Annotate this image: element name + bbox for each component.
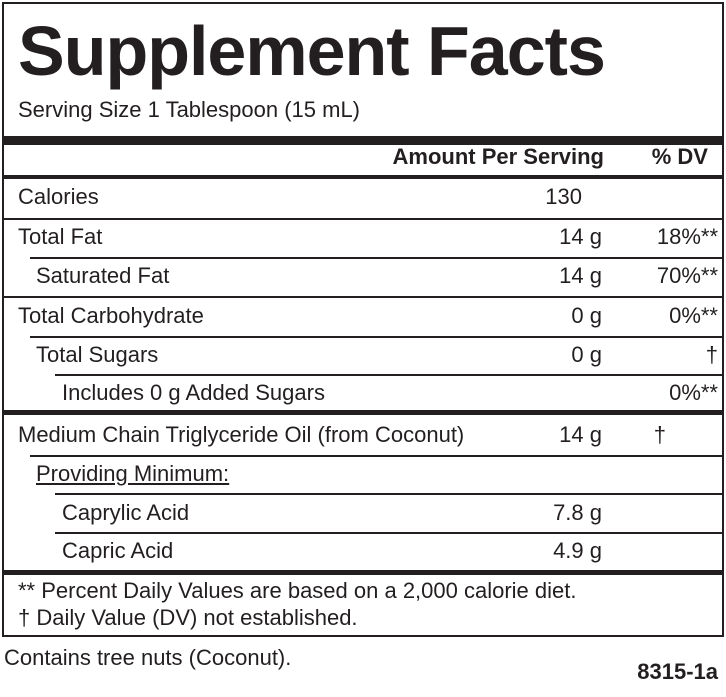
daily-value: 70%**: [656, 263, 718, 288]
nutrient-name: Calories: [18, 184, 99, 209]
label-border: [2, 2, 724, 637]
nutrient-name: Providing Minimum:: [36, 461, 230, 486]
daily-value: †: [653, 422, 666, 447]
footnote: ** Percent Daily Values are based on a 2…: [18, 578, 577, 603]
row-rule: [30, 257, 722, 259]
amount: 7.8 g: [553, 500, 602, 525]
row-rule: [55, 493, 722, 495]
thick-rule: [4, 410, 722, 415]
nutrient-name: Capric Acid: [62, 538, 174, 563]
row-rule: [30, 336, 722, 338]
footnote: † Daily Value (DV) not established.: [18, 605, 358, 630]
row-rule: [55, 374, 722, 376]
serving-size: Serving Size 1 Tablespoon (15 mL): [18, 97, 361, 122]
amount: 14 g: [559, 422, 602, 447]
rule: [4, 175, 722, 179]
column-header: % DV: [651, 144, 708, 169]
nutrient-name: Saturated Fat: [36, 263, 170, 288]
title: Supplement Facts: [18, 12, 606, 90]
daily-value: †: [705, 342, 718, 367]
daily-value: 0%**: [669, 380, 718, 405]
nutrient-name: Total Carbohydrate: [18, 303, 204, 328]
row-rule: [4, 296, 722, 298]
nutrient-name: Total Sugars: [36, 342, 159, 367]
amount: 0 g: [571, 342, 602, 367]
row-rule: [4, 218, 722, 220]
nutrient-name: Caprylic Acid: [62, 500, 190, 525]
daily-value: 0%**: [669, 303, 718, 328]
column-header: Amount Per Serving: [392, 144, 604, 169]
nutrient-name: Total Fat: [18, 224, 103, 249]
daily-value: 18%**: [656, 224, 718, 249]
thick-rule: [4, 570, 722, 575]
row-rule: [30, 455, 722, 457]
amount: 14 g: [559, 263, 602, 288]
amount: 4.9 g: [553, 538, 602, 563]
allergen-statement: Contains tree nuts (Coconut).: [4, 645, 292, 670]
nutrient-name: Medium Chain Triglyceride Oil (from Coco…: [18, 422, 465, 447]
product-code: 8315-1a: [637, 659, 718, 684]
row-rule: [55, 532, 722, 534]
nutrient-name: Includes 0 g Added Sugars: [62, 380, 325, 405]
thick-rule: [4, 136, 722, 145]
amount: 14 g: [559, 224, 602, 249]
amount: 130: [545, 184, 582, 209]
amount: 0 g: [571, 303, 602, 328]
